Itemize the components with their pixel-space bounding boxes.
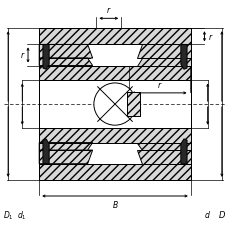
Circle shape: [93, 84, 136, 126]
Polygon shape: [43, 139, 49, 164]
Polygon shape: [126, 92, 140, 117]
Text: $d_1$: $d_1$: [17, 209, 27, 221]
Text: B: B: [112, 201, 117, 210]
Text: $D$: $D$: [217, 209, 225, 219]
Polygon shape: [39, 150, 92, 164]
Polygon shape: [43, 45, 49, 70]
Text: r: r: [20, 51, 23, 60]
Polygon shape: [39, 45, 92, 59]
Text: r: r: [207, 33, 211, 42]
Polygon shape: [39, 59, 92, 66]
Polygon shape: [180, 45, 186, 70]
Polygon shape: [39, 66, 190, 81]
Text: r: r: [107, 6, 110, 15]
Polygon shape: [137, 150, 190, 164]
Text: $d$: $d$: [203, 209, 210, 219]
Polygon shape: [39, 29, 190, 45]
Text: r: r: [157, 81, 160, 90]
Polygon shape: [39, 143, 92, 150]
Polygon shape: [39, 164, 190, 180]
Polygon shape: [137, 45, 190, 59]
Polygon shape: [137, 59, 190, 66]
Text: $D_1$: $D_1$: [3, 209, 14, 221]
Polygon shape: [39, 128, 190, 143]
Polygon shape: [137, 143, 190, 150]
Polygon shape: [180, 139, 186, 164]
